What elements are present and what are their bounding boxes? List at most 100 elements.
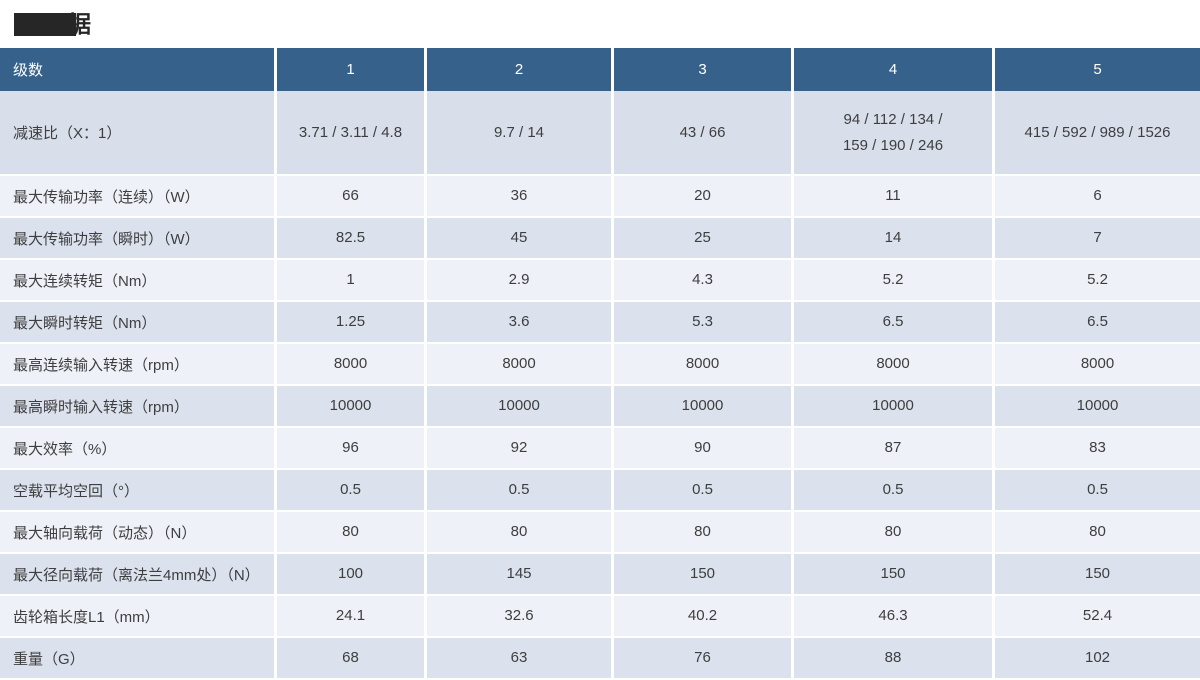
header-cell-stage: 5 [995, 48, 1200, 91]
row-value: 32.6 [427, 596, 611, 636]
row-value: 10000 [995, 386, 1200, 426]
row-value: 0.5 [794, 470, 992, 510]
row-label: 最大传输功率（连续）（W） [0, 176, 274, 216]
row-value: 80 [277, 512, 424, 552]
row-value: 92 [427, 428, 611, 468]
row-value: 0.5 [427, 470, 611, 510]
row-label: 最高连续输入转速（rpm） [0, 344, 274, 384]
row-value: 0.5 [277, 470, 424, 510]
title-redaction-block [14, 12, 76, 36]
row-value: 20 [614, 176, 791, 216]
row-value: 82.5 [277, 218, 424, 258]
row-label: 最大连续转矩（Nm） [0, 260, 274, 300]
table-row: 最大效率（%） 96 92 90 87 83 [0, 428, 1200, 468]
row-value: 45 [427, 218, 611, 258]
table-row: 最大径向载荷（离法兰4mm处）（N） 100 145 150 150 150 [0, 554, 1200, 594]
table-row: 最大连续转矩（Nm） 1 2.9 4.3 5.2 5.2 [0, 260, 1200, 300]
row-value: 8000 [277, 344, 424, 384]
row-value: 8000 [794, 344, 992, 384]
table-row: 齿轮箱长度L1（mm） 24.1 32.6 40.2 46.3 52.4 [0, 596, 1200, 636]
row-value: 100 [277, 554, 424, 594]
table-header-row: 级数 1 2 3 4 5 [0, 48, 1200, 91]
table-row: 最高瞬时输入转速（rpm） 10000 10000 10000 10000 10000 [0, 386, 1200, 426]
row-label: 重量（G） [0, 638, 274, 678]
row-value: 10000 [427, 386, 611, 426]
row-value: 94 / 112 / 134 / 159 / 190 / 246 [794, 91, 992, 174]
row-value: 6.5 [995, 302, 1200, 342]
row-value: 2.9 [427, 260, 611, 300]
row-value: 9.7 / 14 [427, 91, 611, 174]
row-label: 空载平均空回（°） [0, 470, 274, 510]
row-label: 最大效率（%） [0, 428, 274, 468]
row-label: 最大径向载荷（离法兰4mm处）（N） [0, 554, 274, 594]
row-value: 102 [995, 638, 1200, 678]
spec-table: 级数 1 2 3 4 5 减速比（X：1） 3.71 / 3.11 / 4.8 9.7 / 1… [0, 48, 1200, 678]
row-value: 88 [794, 638, 992, 678]
row-value: 3.71 / 3.11 / 4.8 [277, 91, 424, 174]
header-cell-stage: 4 [794, 48, 992, 91]
row-value: 3.6 [427, 302, 611, 342]
table-row: 减速比（X：1） 3.71 / 3.11 / 4.8 9.7 / 14 43 / 66… [0, 91, 1200, 174]
row-value: 10000 [614, 386, 791, 426]
row-value: 11 [794, 176, 992, 216]
header-cell-stage: 1 [277, 48, 424, 91]
row-value: 7 [995, 218, 1200, 258]
row-value: 6 [995, 176, 1200, 216]
page-title: 据 [14, 11, 1200, 37]
row-value: 52.4 [995, 596, 1200, 636]
row-value: 80 [794, 512, 992, 552]
table-row: 最大传输功率（连续）（W） 66 36 20 11 6 [0, 176, 1200, 216]
row-value: 150 [794, 554, 992, 594]
table-row: 重量（G） 68 63 76 88 102 [0, 638, 1200, 678]
row-value: 8000 [995, 344, 1200, 384]
row-value: 145 [427, 554, 611, 594]
table-row: 空载平均空回（°） 0.5 0.5 0.5 0.5 0.5 [0, 470, 1200, 510]
row-label: 减速比（X：1） [0, 91, 274, 174]
row-value: 80 [614, 512, 791, 552]
header-cell-stage: 2 [427, 48, 611, 91]
row-value: 5.3 [614, 302, 791, 342]
table-row: 最大轴向载荷（动态）（N） 80 80 80 80 80 [0, 512, 1200, 552]
row-value: 150 [995, 554, 1200, 594]
row-value: 1.25 [277, 302, 424, 342]
row-label: 最大传输功率（瞬时）（W） [0, 218, 274, 258]
header-cell-label: 级数 [0, 48, 274, 91]
row-value: 415 / 592 / 989 / 1526 [995, 91, 1200, 174]
row-value: 46.3 [794, 596, 992, 636]
row-value: 80 [995, 512, 1200, 552]
table-row: 最大传输功率（瞬时）（W） 82.5 45 25 14 7 [0, 218, 1200, 258]
row-value: 0.5 [995, 470, 1200, 510]
page: 据 级数 1 2 3 4 5 减速比（X：1） 3.71 / 3.11 / 4.8 9.7 /… [0, 11, 1200, 680]
row-value: 6.5 [794, 302, 992, 342]
row-value: 66 [277, 176, 424, 216]
row-value: 10000 [794, 386, 992, 426]
row-value: 63 [427, 638, 611, 678]
row-value: 43 / 66 [614, 91, 791, 174]
row-value: 5.2 [794, 260, 992, 300]
row-value: 36 [427, 176, 611, 216]
row-value: 4.3 [614, 260, 791, 300]
row-value: 68 [277, 638, 424, 678]
table-row: 最高连续输入转速（rpm） 8000 8000 8000 8000 8000 [0, 344, 1200, 384]
row-value: 10000 [277, 386, 424, 426]
row-value: 8000 [427, 344, 611, 384]
table-body: 减速比（X：1） 3.71 / 3.11 / 4.8 9.7 / 14 43 / 66… [0, 91, 1200, 678]
row-value: 87 [794, 428, 992, 468]
header-cell-stage: 3 [614, 48, 791, 91]
row-value: 90 [614, 428, 791, 468]
row-value: 40.2 [614, 596, 791, 636]
row-value: 83 [995, 428, 1200, 468]
row-value: 76 [614, 638, 791, 678]
table-row: 最大瞬时转矩（Nm） 1.25 3.6 5.3 6.5 6.5 [0, 302, 1200, 342]
row-value: 8000 [614, 344, 791, 384]
row-value: 150 [614, 554, 791, 594]
row-value: 5.2 [995, 260, 1200, 300]
row-value: 1 [277, 260, 424, 300]
row-label: 齿轮箱长度L1（mm） [0, 596, 274, 636]
row-value: 80 [427, 512, 611, 552]
row-value: 0.5 [614, 470, 791, 510]
row-label: 最大瞬时转矩（Nm） [0, 302, 274, 342]
row-value: 14 [794, 218, 992, 258]
row-value: 25 [614, 218, 791, 258]
row-value: 24.1 [277, 596, 424, 636]
